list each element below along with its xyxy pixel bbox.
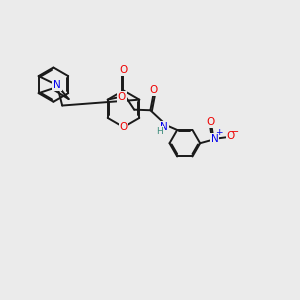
Text: +: + <box>215 128 222 137</box>
Text: O: O <box>118 92 126 102</box>
Text: N: N <box>211 134 218 143</box>
Text: −: − <box>231 127 239 137</box>
Text: O: O <box>119 65 128 76</box>
Text: O: O <box>150 85 158 95</box>
Text: N: N <box>53 80 61 90</box>
Text: N: N <box>160 122 168 132</box>
Text: H: H <box>156 127 163 136</box>
Text: O: O <box>206 117 214 127</box>
Text: O: O <box>119 122 128 132</box>
Text: O: O <box>226 131 235 141</box>
